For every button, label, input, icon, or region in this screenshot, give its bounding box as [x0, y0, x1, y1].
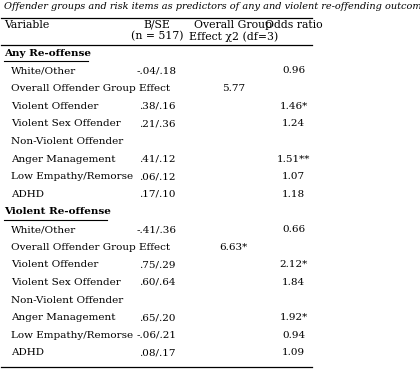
Text: Violent Re-offense: Violent Re-offense	[5, 207, 111, 216]
Text: Anger Management: Anger Management	[11, 154, 115, 163]
Text: Violent Offender: Violent Offender	[11, 102, 98, 111]
Text: 1.92*: 1.92*	[280, 313, 308, 322]
Text: 0.94: 0.94	[282, 331, 305, 340]
Text: ADHD: ADHD	[11, 348, 44, 357]
Text: 1.51**: 1.51**	[277, 154, 310, 163]
Text: Violent Sex Offender: Violent Sex Offender	[11, 119, 121, 128]
Text: Overall Offender Group Effect: Overall Offender Group Effect	[11, 243, 170, 252]
Text: Low Empathy/Remorse: Low Empathy/Remorse	[11, 331, 133, 340]
Text: 1.24: 1.24	[282, 119, 305, 128]
Text: Odds ratio: Odds ratio	[265, 19, 323, 29]
Text: -.04/.18: -.04/.18	[137, 66, 177, 75]
Text: .08/.17: .08/.17	[139, 348, 175, 357]
Text: 5.77: 5.77	[222, 84, 245, 93]
Text: Overall Group
Effect χ2 (df=3): Overall Group Effect χ2 (df=3)	[189, 19, 278, 42]
Text: Violent Sex Offender: Violent Sex Offender	[11, 278, 121, 287]
Text: 6.63*: 6.63*	[219, 243, 247, 252]
Text: 1.46*: 1.46*	[280, 102, 308, 111]
Text: 1.18: 1.18	[282, 190, 305, 199]
Text: Any Re-offense: Any Re-offense	[5, 49, 92, 58]
Text: .65/.20: .65/.20	[139, 313, 175, 322]
Text: White/Other: White/Other	[11, 225, 76, 234]
Text: -.06/.21: -.06/.21	[137, 331, 177, 340]
Text: Overall Offender Group Effect: Overall Offender Group Effect	[11, 84, 170, 93]
Text: Anger Management: Anger Management	[11, 313, 115, 322]
Text: ADHD: ADHD	[11, 190, 44, 199]
Text: 1.07: 1.07	[282, 172, 305, 181]
Text: Non-Violent Offender: Non-Violent Offender	[11, 137, 123, 146]
Text: 0.96: 0.96	[282, 66, 305, 75]
Text: .21/.36: .21/.36	[139, 119, 175, 128]
Text: 1.84: 1.84	[282, 278, 305, 287]
Text: -.41/.36: -.41/.36	[137, 225, 177, 234]
Text: 2.12*: 2.12*	[280, 260, 308, 269]
Text: Violent Offender: Violent Offender	[11, 260, 98, 269]
Text: 0.66: 0.66	[282, 225, 305, 234]
Text: 1.09: 1.09	[282, 348, 305, 357]
Text: .41/.12: .41/.12	[139, 154, 175, 163]
Text: White/Other: White/Other	[11, 66, 76, 75]
Text: Offender groups and risk items as predictors of any and violent re-offending out: Offender groups and risk items as predic…	[5, 3, 420, 12]
Text: B/SE
(n = 517): B/SE (n = 517)	[131, 19, 183, 41]
Text: Low Empathy/Remorse: Low Empathy/Remorse	[11, 172, 133, 181]
Text: Variable: Variable	[5, 19, 50, 29]
Text: .17/.10: .17/.10	[139, 190, 175, 199]
Text: Non-Violent Offender: Non-Violent Offender	[11, 295, 123, 304]
Text: .06/.12: .06/.12	[139, 172, 175, 181]
Text: .60/.64: .60/.64	[139, 278, 175, 287]
Text: .75/.29: .75/.29	[139, 260, 175, 269]
Text: .38/.16: .38/.16	[139, 102, 175, 111]
